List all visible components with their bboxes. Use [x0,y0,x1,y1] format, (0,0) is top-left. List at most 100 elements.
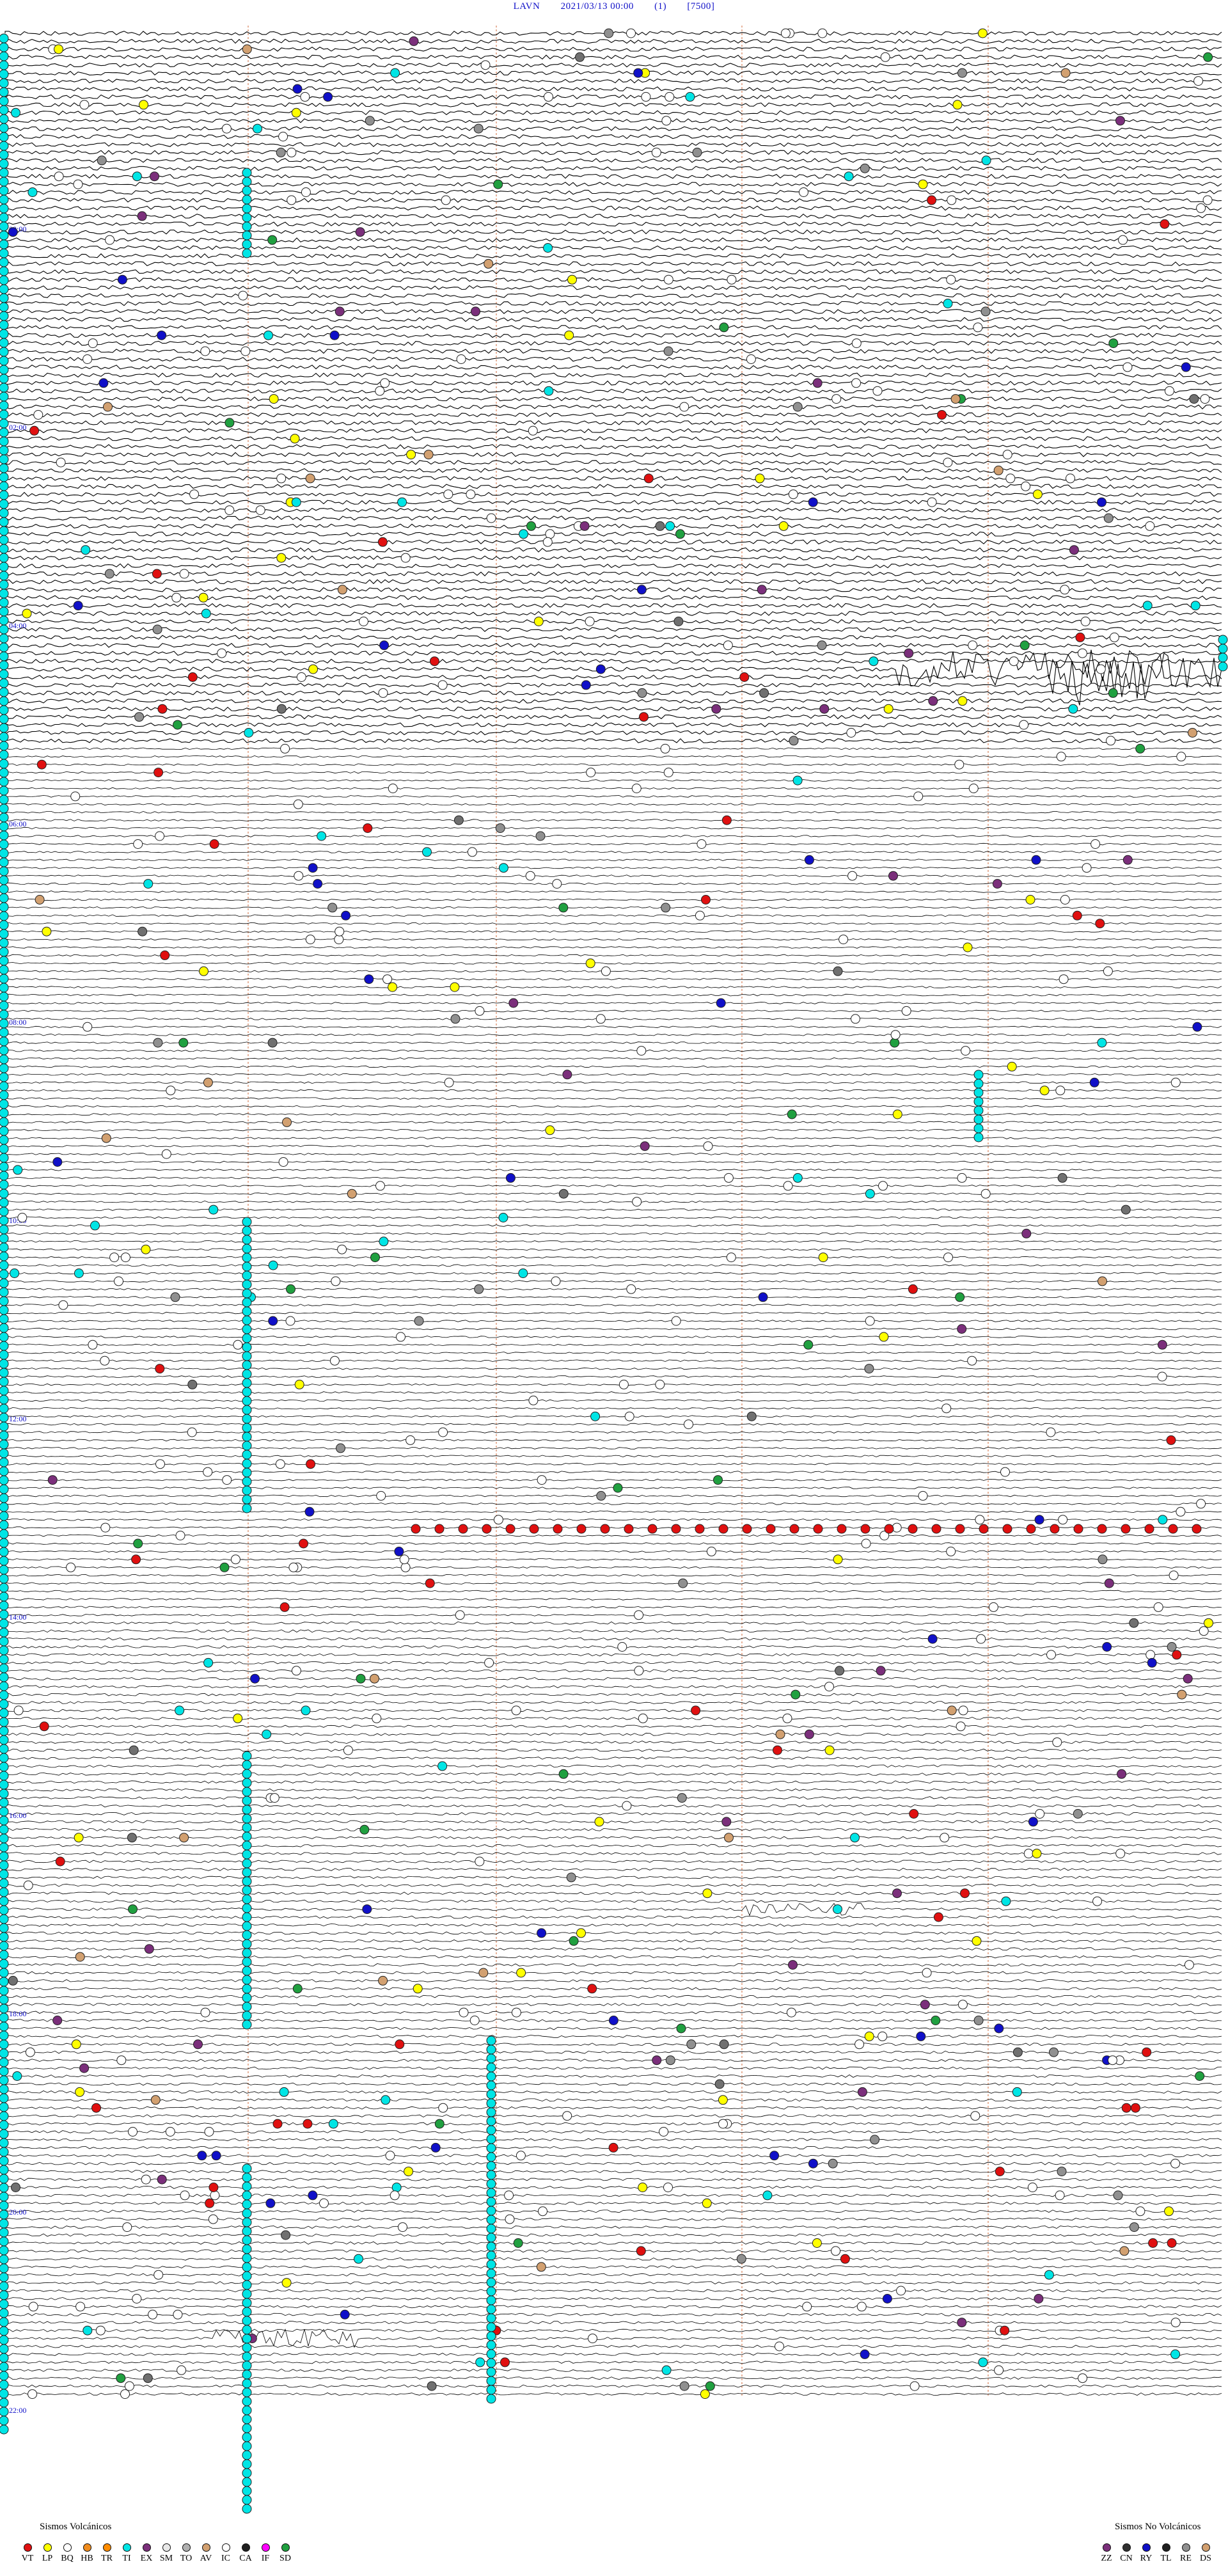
event-marker-ti [242,221,252,232]
event-marker-ti [0,1153,9,1163]
event-marker-bq [504,2190,514,2201]
event-marker-ti [0,391,9,402]
trace-row [4,2154,1222,2158]
event-marker-ti [0,1520,9,1530]
event-marker-vt [933,1912,943,1922]
trace-row [4,835,1222,837]
trace-row [4,2328,1222,2348]
legend-dot-icon [281,2543,290,2552]
trace-row [4,269,1222,274]
event-marker-ti [0,2389,9,2399]
event-marker-bq [913,791,924,802]
event-marker-bq [879,1531,890,1540]
trace-row [4,1637,1222,1641]
event-marker-bq [480,60,491,70]
event-marker-ti [0,383,9,393]
trace-row [4,237,1222,243]
event-marker-lp [545,1125,555,1135]
event-marker-ti [486,2134,496,2144]
trace-row [4,2011,1222,2014]
event-marker-ex [150,171,159,182]
event-marker-ti [943,299,953,308]
event-marker-ti [242,2351,252,2362]
trace-row [4,78,1222,84]
event-marker-vt [931,1524,941,1534]
event-marker-bq [622,1801,632,1811]
event-marker-av [103,402,113,412]
event-marker-ti [0,1269,9,1279]
event-marker-ti [242,1975,252,1985]
event-marker-re [678,1578,688,1588]
event-marker-ti [242,1235,252,1245]
event-marker-ti [0,1189,9,1199]
event-marker-lp [404,2167,414,2177]
event-marker-ti [0,1000,9,1011]
legend-item-to: TO [177,2543,196,2564]
event-marker-ti [0,1430,9,1441]
event-marker-ti [242,1876,252,1886]
event-marker-ti [486,2241,496,2252]
event-marker-ti [0,517,9,527]
event-marker-bq [376,1490,386,1501]
event-marker-bq [846,728,856,738]
event-marker-vt [458,1524,468,1534]
event-marker-ry [636,585,647,595]
event-marker-ti [242,2244,252,2254]
event-marker-bq [179,569,189,579]
event-marker-ca [453,815,464,825]
event-marker-ca [11,2183,20,2192]
event-marker-vt [884,1524,894,1534]
trace-row [4,2217,1222,2221]
event-marker-ti [486,2107,496,2117]
trace-row [4,747,1222,750]
event-marker-ti [973,1087,984,1098]
event-marker-bq [641,91,651,102]
event-marker-bq [537,1475,547,1485]
event-marker-bq [469,2016,480,2025]
event-marker-ti [486,2367,496,2377]
trace-row [4,658,1222,664]
event-marker-re [860,163,870,173]
trace-row [4,1693,1222,1696]
event-marker-bq [83,354,93,364]
event-marker-ti [0,669,9,679]
event-marker-bq [967,1355,977,1366]
event-marker-ti [792,775,803,786]
event-marker-ti [0,884,9,894]
event-marker-bq [238,290,248,301]
event-marker-re [789,736,799,746]
trace-row [4,1081,1222,1084]
event-marker-ti [242,1333,252,1343]
event-marker-sd [1019,640,1030,651]
event-marker-bq [438,2103,448,2113]
event-marker-bq [161,1149,171,1159]
event-marker-re [1113,2190,1123,2201]
event-marker-ry [1181,362,1191,372]
event-marker-re [450,1014,460,1024]
event-marker-lp [516,1968,526,1978]
event-marker-bq [1055,1086,1066,1096]
trace-row [4,166,1222,171]
amplitude-scale: [7500] [687,1,715,12]
event-marker-re [1057,2167,1067,2177]
trace-row [4,1709,1222,1712]
event-marker-ti [201,608,211,619]
trace-row [4,1598,1222,1600]
event-marker-vt [425,1578,435,1588]
event-marker-re [665,2055,675,2066]
event-marker-ti [0,759,9,769]
event-marker-ti [0,714,9,724]
event-marker-ti [0,1359,9,1369]
event-marker-ti [242,230,252,241]
event-marker-bq [954,759,964,770]
trace-row [4,874,1222,878]
trace-row [4,507,1222,513]
trace-row [4,1423,1222,1426]
trace-row [4,2360,1222,2364]
event-marker-ti [0,1798,9,1808]
trace-row [4,1065,1222,1068]
event-marker-ti [0,633,9,644]
event-marker-ti [0,257,9,267]
event-marker-vt [1073,1524,1083,1534]
trace-row [4,213,1222,219]
